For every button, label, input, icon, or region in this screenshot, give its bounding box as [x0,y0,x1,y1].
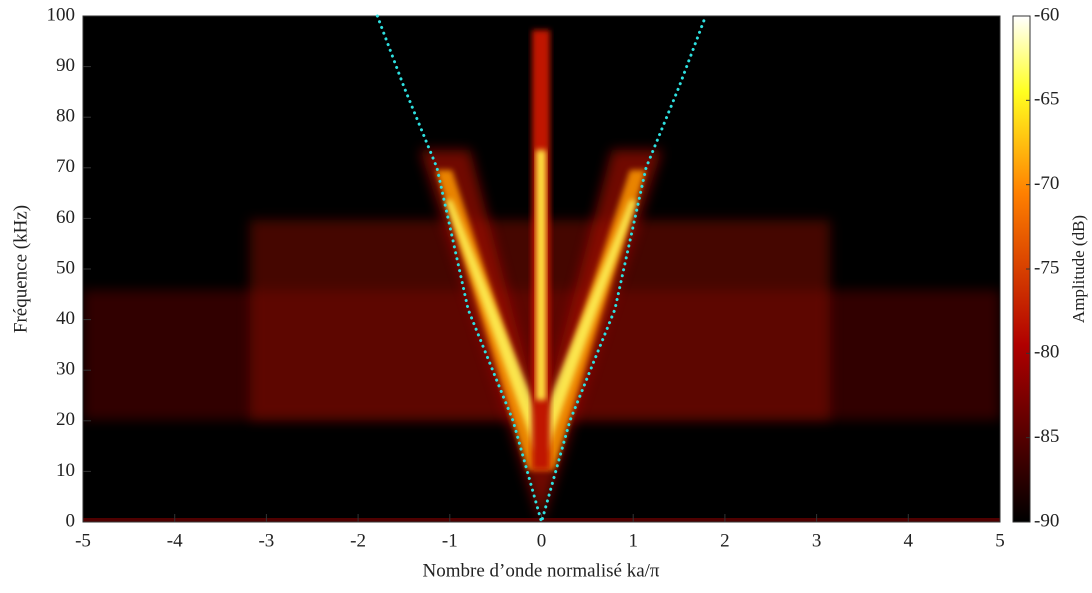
colorbar-tick-label: -70 [1034,173,1059,194]
colorbar-tick-label: -80 [1034,342,1059,363]
x-tick-label: 1 [628,530,638,551]
colorbar-tick-label: -65 [1034,89,1059,110]
x-tick-label: 3 [812,530,822,551]
dispersion-curve [375,14,708,528]
x-tick-label: 0 [537,530,547,551]
y-tick-label: 80 [56,106,75,127]
x-tick-label: -5 [75,530,91,551]
x-tick-label: 4 [904,530,914,551]
y-tick-label: 30 [56,359,75,380]
x-tick-label: -3 [258,530,274,551]
y-tick-label: 60 [56,207,75,228]
x-tick-label: -4 [167,530,183,551]
y-tick-label: 40 [56,308,75,329]
colorbar-tick-label: -85 [1034,426,1059,447]
x-tick-label: 5 [995,530,1005,551]
colorbar-tick-label: -60 [1034,4,1059,25]
y-tick-label: 100 [47,4,76,25]
x-tick-label: -2 [350,530,366,551]
y-tick-label: 20 [56,409,75,430]
y-tick-label: 50 [56,257,75,278]
colorbar-tick-label: -90 [1034,510,1059,531]
x-tick-label: -1 [442,530,458,551]
y-tick-label: 70 [56,156,75,177]
y-axis-label: Fréquence (kHz) [10,205,31,333]
x-axis-label: Nombre d’onde normalisé ka/π [423,560,660,581]
y-tick-label: 90 [56,55,75,76]
colorbar-tick-label: -75 [1034,257,1059,278]
colorbar-label: Amplitude (dB) [1069,215,1088,323]
y-tick-label: 0 [66,510,76,531]
x-tick-label: 2 [720,530,730,551]
y-tick-label: 10 [56,460,75,481]
